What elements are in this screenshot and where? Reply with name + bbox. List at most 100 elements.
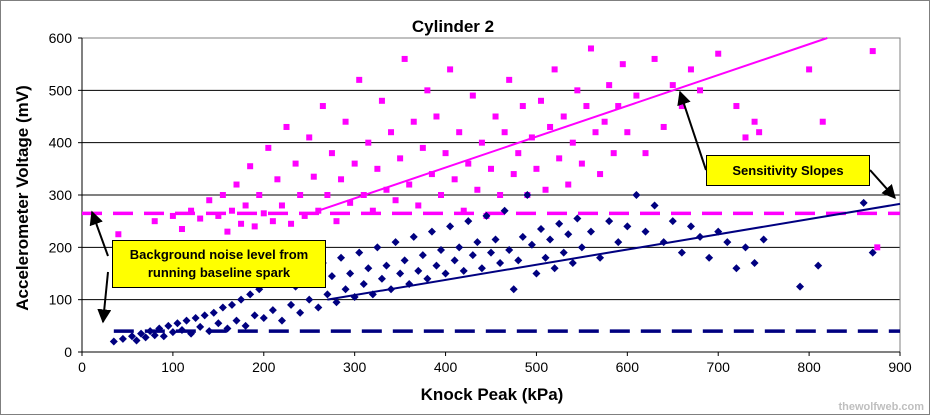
data-point-diamond [527, 240, 536, 249]
data-point-square [265, 144, 272, 151]
trend-lines [317, 37, 901, 301]
data-point-diamond [577, 243, 586, 252]
data-point-square [297, 192, 304, 198]
data-point-diamond [505, 245, 514, 254]
data-point-square [219, 192, 226, 198]
data-point-square [660, 123, 667, 130]
data-point-square [274, 176, 281, 183]
data-point-diamond [337, 253, 346, 262]
data-point-square [251, 223, 258, 230]
data-point-diamond [418, 251, 427, 260]
data-point-square [606, 82, 613, 89]
data-point-diamond [614, 238, 623, 247]
data-point-square [438, 192, 445, 198]
sensitivity-trend-line [327, 202, 901, 301]
data-point-square [578, 160, 585, 167]
callout-arrows [89, 90, 896, 324]
data-point-square [488, 165, 494, 172]
data-point-square [324, 192, 331, 198]
y-axis-label: Accelerometer Voltage (mV) [13, 85, 32, 310]
data-point-diamond [650, 201, 659, 210]
data-point-diamond [559, 248, 568, 257]
data-point-square [442, 150, 449, 157]
data-point-diamond [750, 259, 759, 268]
data-point-square [533, 165, 540, 172]
data-point-square [560, 113, 567, 120]
data-point-diamond [477, 264, 486, 273]
data-point-square [278, 202, 285, 209]
y-tick-label: 500 [49, 82, 73, 98]
data-point-diamond [677, 248, 686, 257]
data-point-square [392, 197, 399, 204]
watermark: thewolfweb.com [838, 401, 924, 413]
slopes-callout: Sensitivity Slopes [706, 155, 870, 186]
data-point-square [542, 186, 549, 193]
data-point-square [551, 66, 558, 73]
data-point-diamond [541, 253, 550, 262]
data-point-square [397, 155, 404, 162]
data-point-diamond [441, 269, 450, 278]
data-point-square [228, 207, 235, 214]
data-point-diamond [796, 282, 805, 291]
data-point-diamond [168, 328, 177, 337]
data-point-diamond [373, 243, 382, 252]
data-point-square [242, 202, 249, 209]
data-point-diamond [859, 198, 868, 207]
data-point-square [260, 210, 267, 217]
data-point-square [410, 118, 417, 125]
data-point-diamond [868, 248, 877, 257]
data-point-diamond [346, 269, 355, 278]
data-point-diamond [641, 227, 650, 236]
x-tick-label: 700 [707, 359, 731, 375]
data-point-diamond [332, 298, 341, 307]
data-point-diamond [500, 206, 509, 215]
noise-arrow-up [89, 210, 109, 257]
data-point-diamond [723, 238, 732, 247]
data-point-diamond [409, 232, 418, 241]
noise-callout-line1: Background noise level from [129, 247, 309, 262]
data-point-diamond [400, 256, 409, 265]
data-point-diamond [414, 266, 423, 275]
data-point-square [388, 129, 395, 136]
data-point-diamond [132, 336, 141, 345]
x-tick-label: 600 [616, 359, 640, 375]
data-point-diamond [177, 326, 186, 335]
data-point-square [510, 171, 517, 178]
data-point-diamond [214, 319, 223, 328]
noise-arrow-down [97, 271, 112, 324]
data-point-square [247, 163, 254, 170]
data-point-square [474, 186, 481, 193]
data-point-square [733, 103, 740, 110]
data-point-square [597, 171, 604, 178]
data-point-square [642, 150, 649, 157]
data-point-diamond [423, 274, 432, 283]
data-point-square [587, 45, 594, 52]
data-point-square [215, 212, 222, 219]
x-tick-label: 400 [434, 359, 458, 375]
data-point-square [197, 215, 204, 222]
data-point-diamond [382, 261, 391, 270]
data-point-square [428, 171, 435, 178]
data-point-diamond [277, 316, 286, 325]
data-point-diamond [437, 245, 446, 254]
data-point-diamond [686, 222, 695, 231]
data-point-square [283, 123, 290, 130]
data-point-square [356, 76, 363, 83]
data-point-diamond [377, 274, 386, 283]
data-point-diamond [305, 295, 314, 304]
data-point-square [256, 192, 263, 198]
data-point-square [515, 150, 522, 157]
data-point-square [633, 92, 640, 99]
data-point-square [469, 92, 476, 99]
data-point-square [365, 139, 372, 146]
data-point-square [519, 103, 526, 110]
y-tick-label: 200 [49, 239, 73, 255]
data-point-square [338, 176, 345, 183]
data-point-square [401, 55, 408, 62]
data-point-square [460, 207, 467, 214]
sensitivity-trend-line [317, 37, 828, 212]
data-point-diamond [586, 227, 595, 236]
data-point-square [806, 66, 813, 73]
data-point-square [547, 123, 554, 130]
